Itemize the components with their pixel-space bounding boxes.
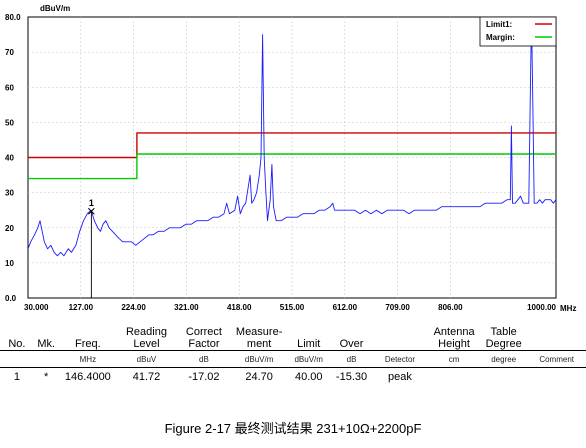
y-tick-label: 30 [5, 189, 14, 198]
table-header-mk: Mk. [37, 338, 56, 350]
table-cell [527, 368, 586, 387]
legend-box [479, 16, 557, 47]
table-row: 1 * 146.4000 41.72 -17.02 24.70 40.00 -15.30 pea… [0, 368, 586, 387]
table-header-detector [372, 322, 428, 351]
table-header-row: No. Mk. Freq. Reading Level Correct Factor Meas… [0, 322, 586, 351]
marker-label: 1 [89, 198, 94, 208]
x-tick-label: 612.00 [333, 303, 358, 312]
table-cell [480, 368, 527, 387]
y-tick-label: 50 [5, 118, 14, 127]
legend-label-limit: Limit1: [486, 20, 512, 29]
y-tick-label: 70 [5, 48, 14, 57]
table-header-reading: Reading Level [125, 326, 167, 350]
table-unit: dB [175, 350, 233, 368]
marker-x [88, 207, 95, 215]
table-header-comment [527, 322, 586, 351]
table-cell: 41.72 [132, 371, 161, 383]
table-cell [428, 368, 480, 387]
y-tick-label: 60 [5, 83, 14, 92]
y-tick-label: 0.0 [5, 294, 17, 303]
limit-line [28, 132, 556, 159]
table-cell: * [44, 371, 49, 383]
x-tick-label: 127.00 [69, 303, 94, 312]
y-tick-label: 80.0 [5, 13, 21, 22]
y-tick-label: 20 [5, 224, 14, 233]
table-unit: MHz [58, 350, 118, 368]
legend: Limit1: Margin: [479, 16, 557, 47]
x-axis-unit: MHz [560, 304, 576, 313]
spectrum-trace [27, 16, 557, 257]
table-unit: Detector [371, 350, 429, 368]
y-tick-label: 10 [5, 259, 14, 268]
table-unit: dBuV/m [232, 350, 287, 368]
y-tick-label: 40 [5, 154, 14, 163]
table-unit: Comment [527, 350, 586, 368]
table-body: 1 * 146.4000 41.72 -17.02 24.70 40.00 -15.30 pea… [0, 368, 586, 387]
x-tick-label: 418.00 [227, 303, 252, 312]
table-header-antenna: Antenna Height [433, 326, 475, 350]
table-header-no: No. [8, 338, 26, 350]
table-unit: dBuV [117, 350, 176, 368]
table-header-freq: Freq. [75, 338, 101, 350]
table-cell: -15.30 [335, 371, 368, 383]
table-unit [0, 350, 34, 368]
figure-caption: Figure 2-17 最终测试结果 231+10Ω+2200pF [164, 421, 422, 436]
x-tick-label: 806.00 [438, 303, 463, 312]
table-unit: dBuV/m [286, 350, 332, 368]
measurement-table: No. Mk. Freq. Reading Level Correct Factor Meas… [0, 322, 586, 386]
x-tick-label: 1000.00 [527, 303, 556, 312]
y-axis-label: dBuV/m [40, 4, 70, 13]
y-axis-ticks: 80.0 70 60 50 40 30 20 10 0.0 [5, 13, 21, 303]
x-tick-label: 224.00 [121, 303, 146, 312]
x-axis-ticks: 30.000 127.00 224.00 321.00 418.00 515.00 612.… [24, 303, 557, 312]
emission-chart: 80.0 70 60 50 40 30 20 10 0.0 30.000 127.00 224.00… [5, 4, 576, 313]
legend-label-margin: Margin: [486, 33, 515, 42]
series-layer [27, 16, 557, 257]
table-unit: degree [479, 350, 528, 368]
x-tick-label: 321.00 [174, 303, 199, 312]
table-header-limit: Limit [297, 338, 321, 350]
margin-line [28, 153, 556, 180]
table-header-table_deg: Table Degree [485, 326, 522, 350]
table-cell: 40.00 [294, 371, 323, 383]
table-cell: peak [388, 371, 412, 383]
table-cell: 24.70 [245, 371, 273, 383]
x-tick-label: 709.00 [385, 303, 410, 312]
grid [28, 17, 556, 298]
table-units-row: MHz dBuV dB dBuV/m dBuV/m dB Detector cm degree C… [0, 350, 586, 368]
table-header-correct: Correct Factor [185, 326, 222, 350]
table-header-measure: Measure-ment [235, 326, 283, 350]
table-cell: -17.02 [188, 371, 220, 383]
table-unit: cm [428, 350, 480, 368]
table-header-over: Over [339, 338, 364, 350]
x-tick-label: 515.00 [280, 303, 305, 312]
table-unit [33, 350, 59, 368]
table-cell: 1 [13, 371, 20, 383]
table-unit: dB [331, 350, 372, 368]
x-tick-label: 30.000 [24, 303, 49, 312]
markers-layer: 1 [88, 198, 95, 298]
table-cell: 146.4000 [64, 371, 111, 383]
